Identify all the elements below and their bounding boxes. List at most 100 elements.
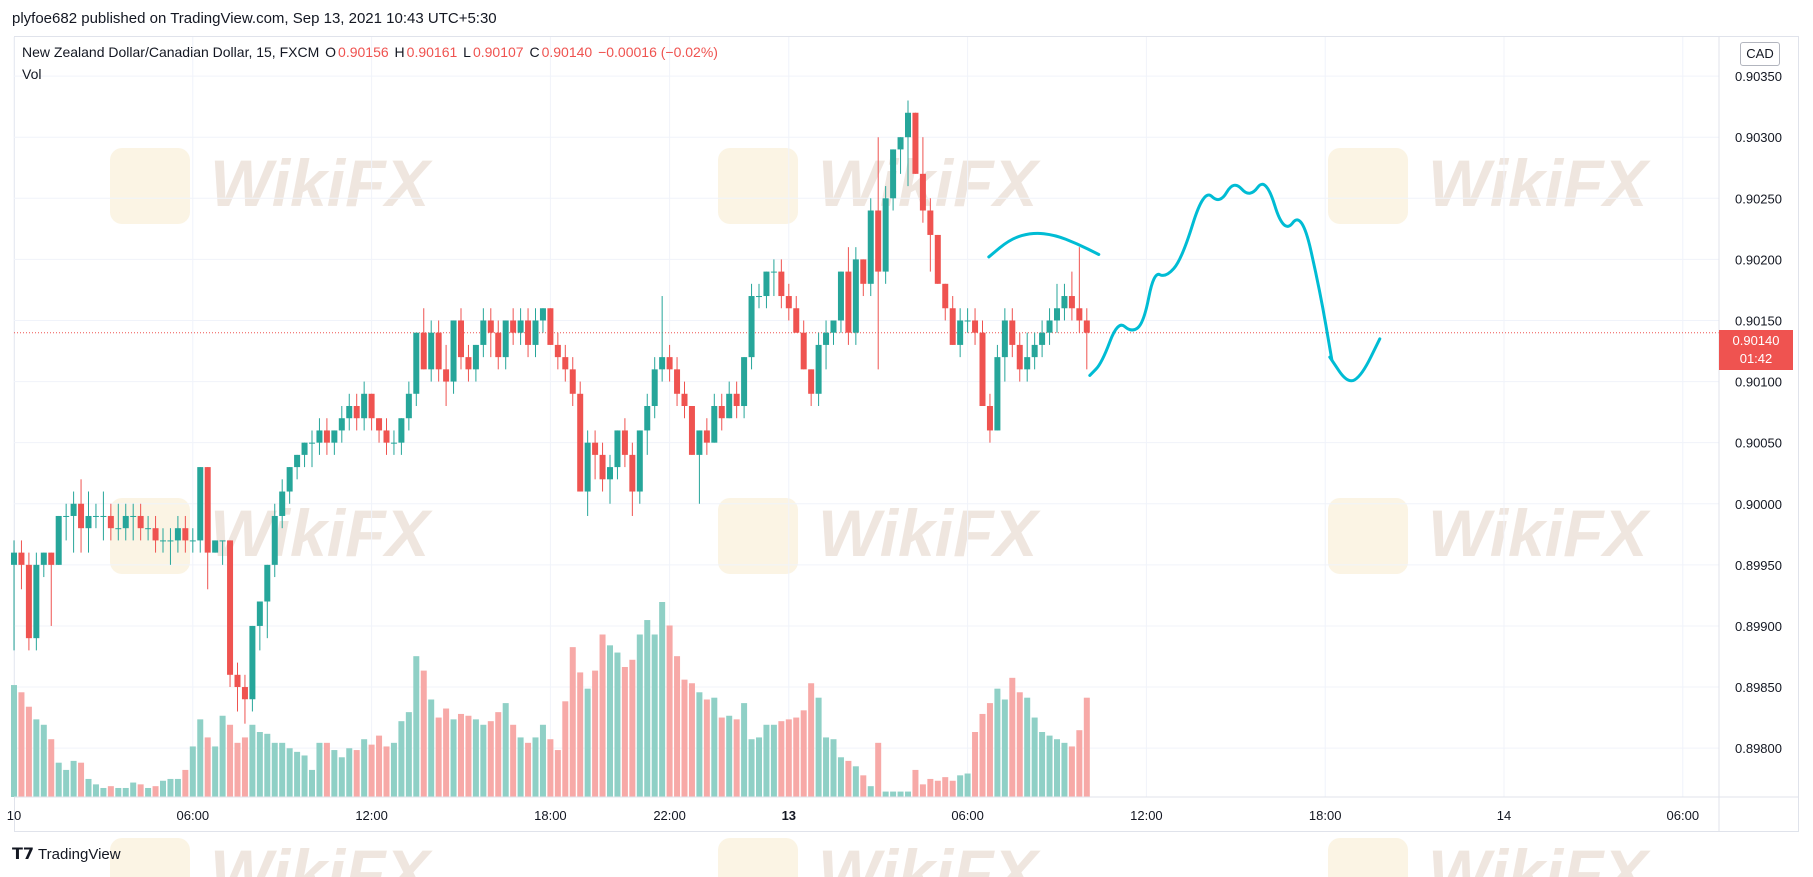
candle-body bbox=[1016, 344, 1023, 370]
volume-bar bbox=[301, 755, 308, 797]
volume-bar bbox=[1001, 699, 1008, 797]
candle-body bbox=[1068, 296, 1075, 309]
candle-body bbox=[100, 515, 107, 517]
volume-bar bbox=[726, 715, 733, 797]
volume-bar bbox=[525, 742, 532, 797]
candle-body bbox=[592, 442, 599, 455]
volume-bar bbox=[443, 708, 450, 797]
volume-bar bbox=[778, 721, 785, 797]
volume-legend[interactable]: Vol bbox=[22, 66, 42, 82]
candle-body bbox=[383, 430, 390, 443]
candle-body bbox=[443, 369, 450, 382]
volume-bar bbox=[554, 750, 561, 797]
volume-bar bbox=[599, 634, 606, 797]
x-axis-tick-label: 14 bbox=[1497, 808, 1511, 823]
low-label: L bbox=[463, 44, 471, 60]
volume-bar bbox=[763, 724, 770, 797]
y-axis-tick-label: 0.90250 bbox=[1735, 191, 1782, 206]
volume-bar bbox=[830, 739, 837, 797]
volume-bar bbox=[972, 732, 979, 797]
volume-bar bbox=[852, 766, 859, 797]
candle-body bbox=[972, 320, 979, 333]
freehand-drawings[interactable] bbox=[987, 182, 1382, 383]
candle-body bbox=[495, 332, 502, 358]
watermark-logo-icon bbox=[718, 498, 798, 574]
volume-bar bbox=[55, 762, 62, 797]
candle-body bbox=[666, 357, 673, 370]
volume-bar bbox=[942, 777, 949, 797]
volume-bar bbox=[33, 719, 40, 797]
volume-bar bbox=[964, 773, 971, 797]
candle-body bbox=[331, 430, 338, 443]
candle-body bbox=[599, 454, 606, 480]
candlestick-series bbox=[11, 100, 1090, 724]
candle-body bbox=[18, 552, 25, 565]
volume-bar bbox=[413, 656, 420, 797]
volume-bar bbox=[85, 778, 92, 797]
candle-body bbox=[882, 198, 889, 272]
candle-body bbox=[92, 515, 99, 517]
candle-body bbox=[517, 320, 524, 333]
currency-button[interactable]: CAD bbox=[1740, 42, 1780, 66]
high-label: H bbox=[394, 44, 405, 60]
volume-bar bbox=[837, 757, 844, 797]
volume-bar bbox=[674, 656, 681, 797]
x-axis-tick-label: 06:00 bbox=[177, 808, 210, 823]
candle-body bbox=[815, 344, 822, 394]
candle-body bbox=[800, 332, 807, 370]
candle-body bbox=[562, 357, 569, 370]
volume-bar bbox=[279, 742, 286, 797]
candle-body bbox=[659, 357, 666, 370]
candle-body bbox=[182, 528, 189, 541]
volume-bar bbox=[994, 688, 1001, 797]
publish-bar: plyfoe682 published on TradingView.com, … bbox=[0, 0, 1813, 36]
candle-body bbox=[48, 552, 55, 565]
candle-body bbox=[532, 320, 539, 345]
volume-bar bbox=[1031, 717, 1038, 797]
symbol-name[interactable]: New Zealand Dollar/Canadian Dollar, 15, … bbox=[22, 44, 320, 60]
candle-body bbox=[621, 430, 628, 455]
candle-body bbox=[428, 332, 435, 370]
candle-body bbox=[309, 442, 315, 444]
close-value: 0.90140 bbox=[541, 44, 593, 60]
low-value: 0.90107 bbox=[472, 44, 524, 60]
candle-body bbox=[927, 210, 934, 235]
volume-bar bbox=[756, 737, 762, 797]
candle-body bbox=[890, 149, 897, 199]
candle-body bbox=[912, 112, 919, 174]
volume-bar bbox=[70, 760, 77, 797]
volume-bar bbox=[249, 724, 256, 797]
candle-body bbox=[167, 540, 174, 542]
volume-bar bbox=[845, 760, 852, 797]
volume-bar bbox=[92, 784, 99, 797]
high-value: 0.90161 bbox=[406, 44, 458, 60]
volume-bar bbox=[309, 769, 315, 797]
candle-body bbox=[197, 467, 204, 541]
symbol-legend[interactable]: New Zealand Dollar/Canadian Dollar, 15, … bbox=[22, 44, 720, 60]
watermark-text: WikiFX bbox=[818, 496, 1041, 570]
candle-body bbox=[227, 540, 234, 675]
volume-bar bbox=[592, 670, 599, 797]
volume-bar bbox=[1039, 732, 1046, 797]
candle-body bbox=[733, 393, 740, 407]
candle-body bbox=[40, 552, 47, 565]
volume-bar bbox=[286, 748, 293, 797]
candle-body bbox=[368, 393, 375, 419]
candle-body bbox=[465, 357, 472, 370]
candle-body bbox=[189, 540, 196, 542]
volume-bar bbox=[905, 791, 911, 797]
candle-body bbox=[726, 393, 733, 419]
volume-bar bbox=[472, 719, 479, 797]
volume-bar bbox=[368, 744, 375, 797]
candle-body bbox=[219, 540, 226, 542]
volume-bar bbox=[152, 786, 159, 797]
candle-body bbox=[204, 467, 211, 553]
volume-bar bbox=[629, 659, 636, 797]
volume-bar bbox=[189, 746, 196, 797]
volume-bar bbox=[100, 787, 107, 797]
candle-body bbox=[741, 357, 748, 407]
tradingview-brand[interactable]: 𝗧𝟳 TradingView bbox=[12, 844, 121, 864]
volume-bar bbox=[78, 762, 85, 797]
candle-body bbox=[1046, 320, 1053, 333]
